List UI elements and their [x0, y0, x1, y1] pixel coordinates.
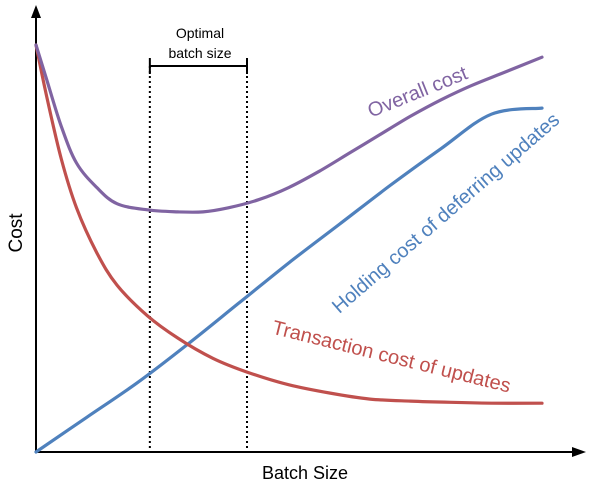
optimal-label-line2: batch size [168, 45, 231, 61]
optimal-range-guides [148, 58, 249, 452]
series-transaction-cost [34, 43, 544, 405]
y-axis-label: Cost [6, 213, 27, 253]
series-holding-cost [34, 106, 544, 454]
series-overall-cost [34, 43, 544, 214]
optimal-label-line1: Optimal [176, 25, 224, 41]
axes [31, 5, 586, 457]
x-axis-label: Batch Size [262, 463, 348, 483]
series-label-holding-cost: Holding cost of deferring updates [328, 109, 564, 318]
series-layer [34, 43, 544, 454]
x-axis-arrow [572, 447, 586, 457]
series-label-transaction-cost: Transaction cost of updates [270, 317, 513, 398]
y-axis-arrow [31, 5, 41, 18]
